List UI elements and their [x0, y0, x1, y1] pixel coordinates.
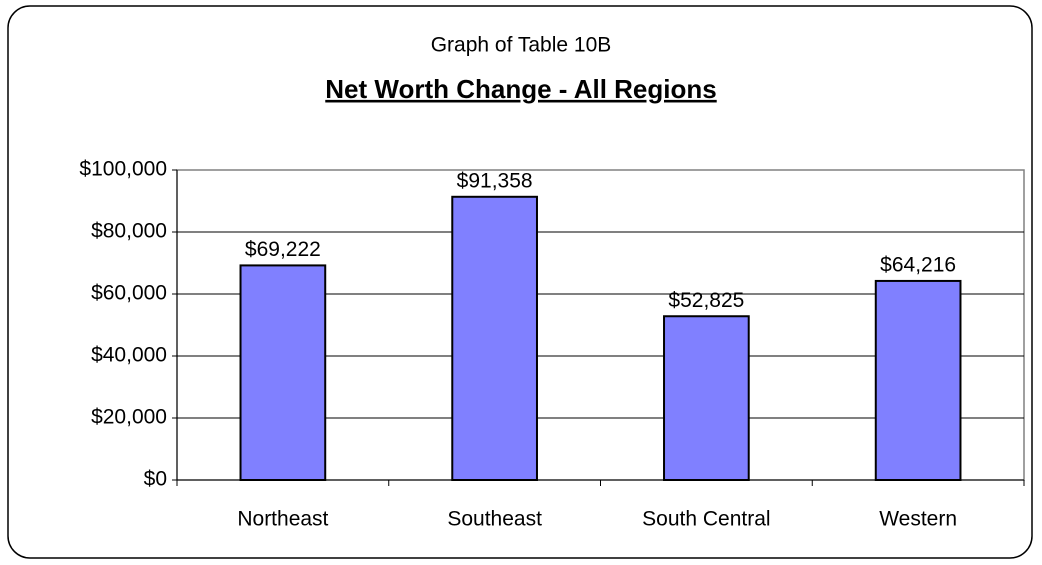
chart-subtitle: Net Worth Change - All Regions [325, 74, 716, 104]
x-tick-label: Southeast [447, 508, 542, 531]
data-label: $64,216 [880, 253, 956, 276]
y-tick-label: $100,000 [79, 158, 167, 181]
x-tick-label: Western [879, 508, 957, 531]
x-tick-label: Northeast [237, 508, 328, 531]
bar [239, 264, 327, 481]
data-label: $69,222 [245, 238, 321, 261]
bar [451, 195, 538, 482]
y-tick-label: $80,000 [91, 220, 167, 243]
x-tick-label: South Central [642, 508, 770, 531]
y-tick-label: $0 [144, 468, 167, 491]
y-tick-label: $60,000 [91, 282, 167, 305]
data-label: $52,825 [668, 289, 744, 312]
chart-title: Graph of Table 10B [431, 34, 612, 57]
data-label: $91,358 [457, 169, 533, 192]
y-tick-label: $40,000 [91, 344, 167, 367]
bar [874, 279, 962, 481]
bar [663, 315, 750, 481]
y-tick-label: $20,000 [91, 406, 167, 429]
